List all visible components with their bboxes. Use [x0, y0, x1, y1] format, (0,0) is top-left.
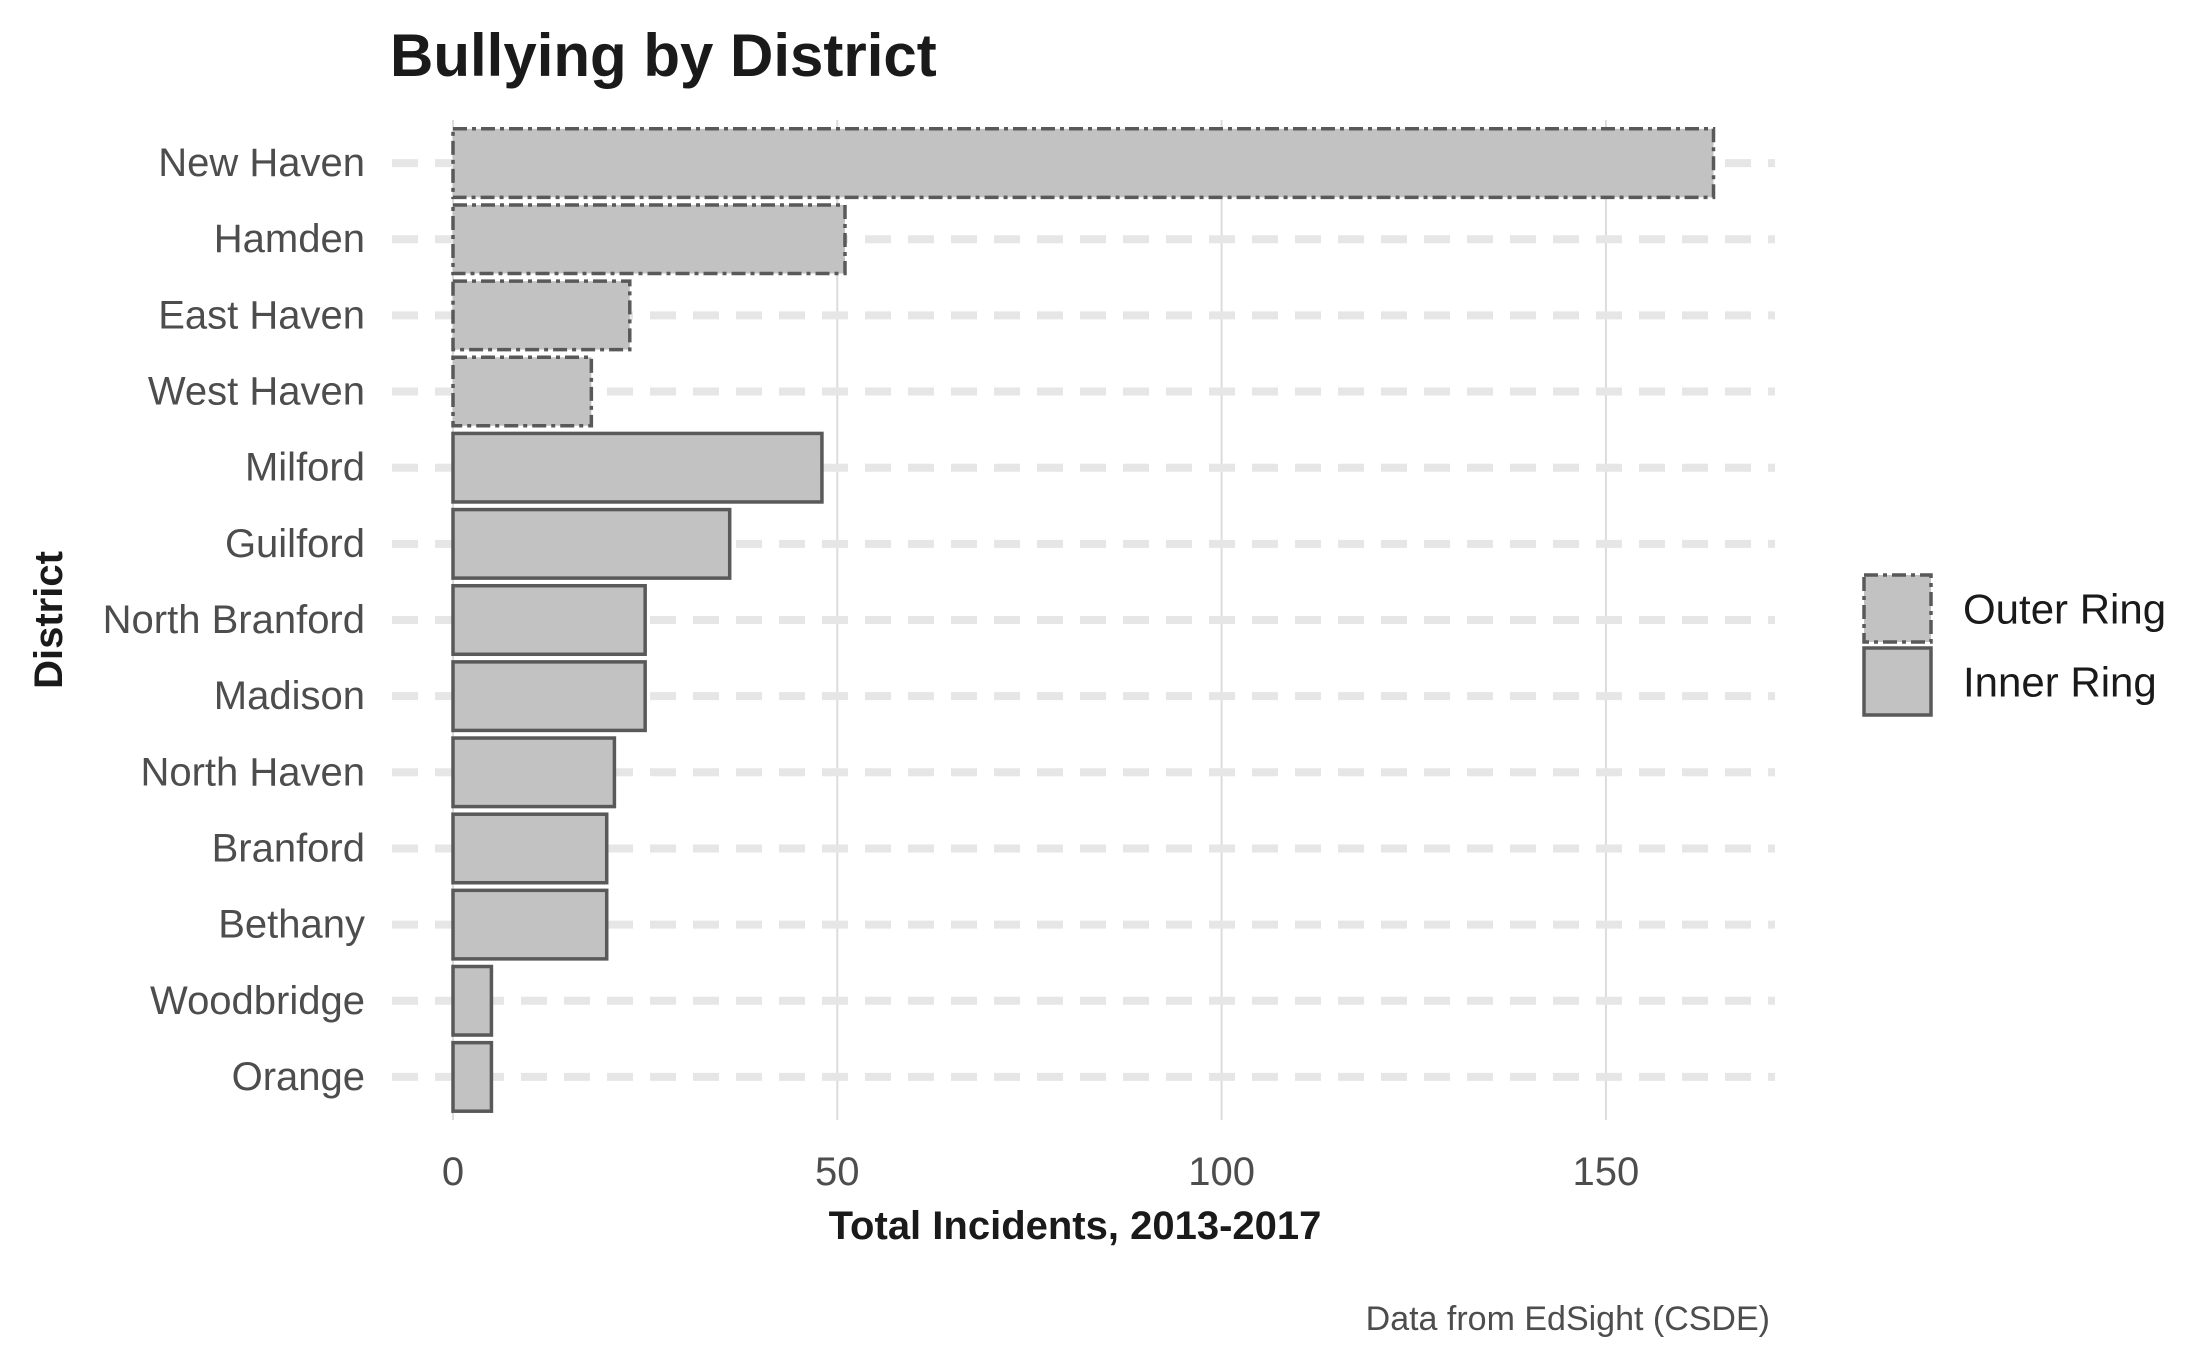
caption: Data from EdSight (CSDE)	[1366, 1300, 1770, 1338]
bar	[451, 203, 847, 276]
bar	[451, 1040, 494, 1113]
category-label: Branford	[212, 826, 365, 870]
category-label: Woodbridge	[150, 979, 365, 1023]
bar	[451, 355, 594, 428]
legend-label: Outer Ring	[1963, 586, 2166, 633]
x-axis-ticks: 0 50 100 150	[442, 1150, 1639, 1194]
category-label: Bethany	[218, 903, 365, 947]
category-label: Madison	[214, 674, 365, 718]
category-label: Milford	[245, 446, 365, 490]
category-label: Hamden	[214, 217, 365, 261]
x-axis-title: Total Incidents, 2013-2017	[829, 1204, 1322, 1248]
legend-key	[1862, 573, 1933, 644]
category-label: North Haven	[140, 750, 365, 794]
bar	[451, 736, 617, 809]
category-label: North Branford	[103, 598, 365, 642]
category-labels: New Haven Hamden East Haven West Haven Milfo…	[103, 141, 365, 1099]
legend-label: Inner Ring	[1963, 659, 2157, 706]
bar	[451, 507, 732, 580]
chart-title: Bullying by District	[390, 22, 937, 89]
bar	[451, 964, 494, 1037]
bar	[451, 127, 1716, 200]
category-label: Orange	[232, 1055, 365, 1099]
category-label: Guilford	[225, 522, 365, 566]
bar	[451, 812, 609, 885]
category-label: New Haven	[158, 141, 365, 185]
bar	[451, 279, 632, 352]
bar	[451, 660, 647, 733]
x-tick-label: 100	[1188, 1150, 1255, 1194]
bars-layer	[451, 127, 1716, 1113]
x-tick-label: 150	[1573, 1150, 1640, 1194]
legend: Outer Ring Inner Ring	[1862, 573, 2166, 717]
x-tick-label: 50	[815, 1150, 860, 1194]
x-tick-label: 0	[442, 1150, 464, 1194]
bar	[451, 431, 824, 504]
legend-key	[1862, 646, 1933, 717]
bar	[451, 583, 647, 657]
y-axis-title: District	[27, 551, 71, 689]
bar	[451, 888, 609, 961]
category-label: West Haven	[148, 370, 365, 414]
category-label: East Haven	[158, 293, 365, 337]
